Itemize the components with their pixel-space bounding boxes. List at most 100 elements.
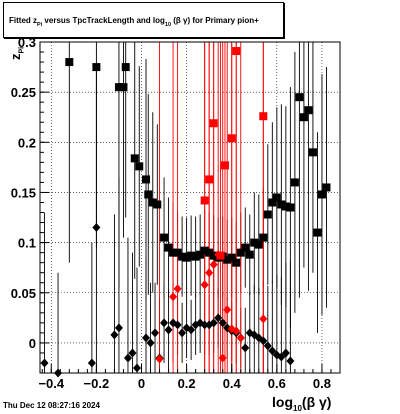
square-marker [191, 252, 200, 261]
data-points [40, 47, 331, 378]
diamond-marker [281, 348, 290, 358]
title-box: Fitted zPi versus TpcTrackLength and log… [3, 2, 284, 38]
x-label-sub: 10 [293, 404, 302, 413]
title-sub-pi: Pi [37, 22, 43, 28]
y-tick-label: 0.3 [18, 35, 36, 50]
square-marker [290, 178, 299, 187]
square-marker [209, 119, 218, 128]
square-marker [317, 190, 326, 199]
square-marker [92, 63, 101, 72]
square-marker [272, 193, 281, 202]
square-marker [277, 200, 286, 209]
y-tick-label: 0.25 [11, 85, 36, 100]
square-marker [268, 198, 277, 207]
square-marker [220, 161, 229, 170]
square-marker [178, 252, 187, 261]
x-tick-label: −0.2 [84, 376, 110, 391]
square-marker [200, 246, 209, 255]
square-marker [205, 248, 214, 257]
diamond-marker [286, 356, 295, 366]
square-marker [245, 250, 254, 259]
square-marker [153, 200, 162, 209]
y-axis-label: zPi [8, 47, 26, 60]
square-marker [223, 255, 232, 264]
chart-title: Fitted zPi versus TpcTrackLength and log… [9, 16, 259, 28]
diamond-marker [187, 325, 196, 335]
diamond-marker [209, 318, 218, 328]
square-marker [322, 183, 331, 192]
diamond-marker [132, 363, 141, 373]
title-sub-10: 10 [164, 22, 172, 28]
diamond-marker [241, 343, 250, 353]
diamond-marker [92, 223, 101, 233]
title-prefix: Fitted z [9, 16, 37, 25]
diamond-marker [164, 325, 173, 335]
square-marker [304, 106, 313, 115]
square-marker [182, 253, 191, 262]
square-marker [205, 175, 214, 184]
diamond-marker [200, 320, 209, 330]
y-tick-label: 0.05 [11, 286, 36, 301]
square-marker [227, 134, 236, 143]
square-marker [164, 243, 173, 252]
square-marker [135, 162, 144, 171]
diamond-marker [128, 348, 137, 358]
y-label-main: z [8, 53, 23, 61]
title-middle: versus TpcTrackLength and log [42, 16, 165, 25]
square-marker [160, 233, 169, 242]
x-tick-label: 0.6 [268, 376, 286, 391]
square-marker [200, 196, 209, 205]
x-axis-label: log10(β γ) [272, 394, 331, 413]
diamond-marker [169, 292, 178, 302]
x-tick-label: −0.4 [38, 376, 64, 391]
diamond-marker [87, 358, 96, 368]
square-marker [254, 240, 263, 249]
diamond-marker [110, 330, 119, 340]
diamond-marker [259, 336, 268, 346]
square-marker [232, 258, 241, 267]
square-marker [313, 228, 322, 237]
diamond-marker [205, 268, 214, 278]
diamond-marker [268, 346, 277, 356]
square-marker [286, 203, 295, 212]
y-tick-label: 0 [29, 336, 36, 351]
square-marker [281, 202, 290, 211]
square-marker [173, 248, 182, 257]
x-tick-label: 0.8 [313, 376, 331, 391]
diamond-marker [218, 318, 227, 328]
square-marker [119, 83, 128, 92]
square-marker [250, 238, 259, 247]
timestamp: Thu Dec 12 08:27:16 2024 [3, 401, 100, 410]
title-suffix: (β γ) for Primary pion+ [173, 16, 259, 25]
diamond-marker [259, 314, 268, 324]
diamond-marker [214, 250, 223, 260]
square-marker [299, 113, 308, 122]
diamond-marker [236, 333, 245, 343]
diamond-marker [232, 326, 241, 336]
square-marker [227, 253, 236, 262]
x-tick-label: 0.2 [178, 376, 196, 391]
square-marker [148, 198, 157, 207]
square-marker [130, 154, 139, 163]
y-tick-label: 0.2 [18, 135, 36, 150]
diamond-marker [142, 333, 151, 343]
diamond-marker [209, 260, 218, 270]
diamond-marker [263, 341, 272, 351]
y-tick-label: 0.1 [18, 236, 36, 251]
diamond-marker [178, 328, 187, 338]
square-marker [144, 190, 153, 199]
diamond-marker [277, 352, 286, 362]
x-tick-label: 0 [138, 376, 145, 391]
square-marker [142, 175, 151, 184]
plot-frame [39, 41, 341, 374]
diamond-marker [223, 305, 232, 315]
diamond-marker [214, 313, 223, 323]
y-tick-label: 0.15 [11, 185, 36, 200]
square-marker [236, 248, 245, 257]
x-tick-label: 0.4 [223, 376, 242, 391]
y-label-sub: Pi [18, 46, 26, 54]
x-label-rest: (β γ) [301, 394, 332, 410]
diamond-marker [114, 323, 123, 333]
square-marker [259, 233, 268, 242]
